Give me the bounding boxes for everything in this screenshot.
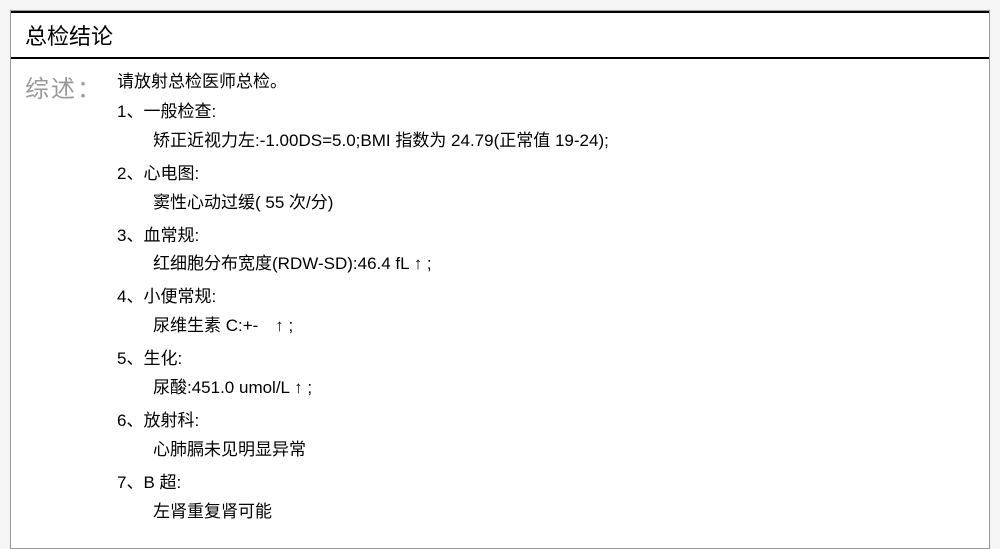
section-detail: 红细胞分布宽度(RDW-SD):46.4 fL ↑ ;: [117, 250, 975, 279]
sections-list: 1、一般检查:矫正近视力左:-1.00DS=5.0;BMI 指数为 24.79(…: [117, 98, 975, 526]
section: 5、生化:尿酸:451.0 umol/L ↑ ;: [117, 345, 975, 403]
report-header: 总检结论: [11, 11, 989, 59]
section-title: 2、心电图:: [117, 160, 975, 189]
section-title: 3、血常规:: [117, 222, 975, 251]
section-detail: 尿酸:451.0 umol/L ↑ ;: [117, 374, 975, 403]
section: 7、B 超:左肾重复肾可能: [117, 469, 975, 527]
section-detail: 左肾重复肾可能: [117, 498, 975, 527]
section-title: 4、小便常规:: [117, 283, 975, 312]
section-title: 5、生化:: [117, 345, 975, 374]
section: 6、放射科:心肺膈未见明显异常: [117, 407, 975, 465]
section-title: 6、放射科:: [117, 407, 975, 436]
section-title: 7、B 超:: [117, 469, 975, 498]
report-container: 总检结论 综述： 请放射总检医师总检。 1、一般检查:矫正近视力左:-1.00D…: [10, 10, 990, 549]
summary-label: 综述：: [25, 69, 117, 104]
section: 1、一般检查:矫正近视力左:-1.00DS=5.0;BMI 指数为 24.79(…: [117, 98, 975, 156]
body-column: 请放射总检医师总检。 1、一般检查:矫正近视力左:-1.00DS=5.0;BMI…: [117, 67, 975, 530]
section-detail: 尿维生素 C:+- ↑ ;: [117, 312, 975, 341]
section: 3、血常规:红细胞分布宽度(RDW-SD):46.4 fL ↑ ;: [117, 222, 975, 280]
section-title: 1、一般检查:: [117, 98, 975, 127]
intro-line: 请放射总检医师总检。: [117, 67, 975, 92]
section-detail: 窦性心动过缓( 55 次/分): [117, 189, 975, 218]
content-wrap: 综述： 请放射总检医师总检。 1、一般检查:矫正近视力左:-1.00DS=5.0…: [11, 59, 989, 548]
header-title: 总检结论: [25, 19, 975, 51]
section-detail: 矫正近视力左:-1.00DS=5.0;BMI 指数为 24.79(正常值 19-…: [117, 127, 975, 156]
section: 2、心电图:窦性心动过缓( 55 次/分): [117, 160, 975, 218]
section-detail: 心肺膈未见明显异常: [117, 436, 975, 465]
section: 4、小便常规:尿维生素 C:+- ↑ ;: [117, 283, 975, 341]
label-column: 综述：: [25, 67, 117, 530]
